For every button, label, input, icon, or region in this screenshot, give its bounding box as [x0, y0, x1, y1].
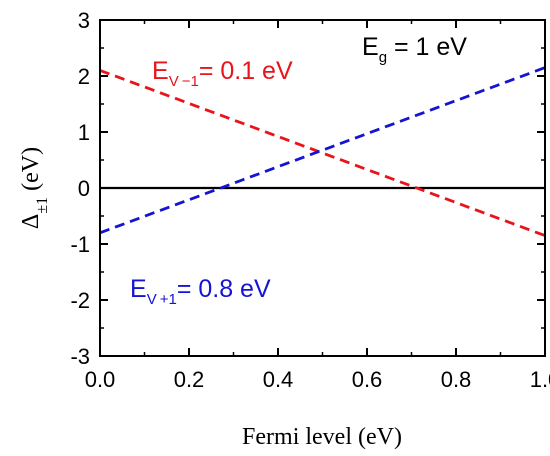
y-tick-label: -1 [70, 232, 90, 257]
x-tick-label: 1.0 [530, 367, 550, 392]
tick-labels: 0.0 0.2 0.4 0.6 0.8 1.0 -3 -2 -1 0 1 2 3 [70, 8, 550, 392]
plot-area [99, 66, 546, 237]
annotation-ev-minus-sub: V −1 [169, 73, 199, 90]
y-tick-label: -3 [70, 344, 90, 369]
y-tick-label: 2 [78, 64, 90, 89]
series-line-plus1 [99, 66, 546, 235]
annotation-ev-minus-rest: = 0.1 eV [199, 57, 293, 85]
y-tick-label: -2 [70, 288, 90, 313]
y-axis-title-main: Δ [18, 214, 44, 229]
annotation-ev-minus: EV −1= 0.1 eV [152, 57, 293, 90]
y-axis-title: Δ±1 (eV) [18, 147, 51, 229]
y-tick-label: 3 [78, 8, 90, 33]
annotation-ev-minus-main: E [152, 57, 169, 85]
y-axis-title-unit: (eV) [18, 147, 44, 197]
series-line-minus1 [99, 69, 546, 237]
y-axis-title-sub: ±1 [34, 197, 51, 214]
annotation-eg: Eg = 1 eV [362, 33, 467, 66]
annotation-eg-sub: g [379, 49, 387, 66]
plot-frame [99, 19, 546, 357]
x-tick-label: 0.0 [85, 367, 116, 392]
annotation-ev-plus: EV +1= 0.8 eV [130, 275, 271, 308]
annotation-ev-plus-main: E [130, 275, 147, 303]
annotation-eg-rest: = 1 eV [387, 33, 467, 61]
y-tick-label: 1 [78, 120, 90, 145]
x-tick-label: 0.6 [352, 367, 383, 392]
annotation-ev-plus-sub: V +1 [147, 291, 177, 308]
annotation-eg-main: E [362, 33, 379, 61]
x-tick-label: 0.8 [441, 367, 472, 392]
y-tick-label: 0 [78, 176, 90, 201]
annotation-ev-plus-rest: = 0.8 eV [177, 275, 271, 303]
x-tick-label: 0.2 [174, 367, 205, 392]
x-tick-label: 0.4 [263, 367, 294, 392]
x-axis-title: Fermi level (eV) [242, 424, 402, 450]
